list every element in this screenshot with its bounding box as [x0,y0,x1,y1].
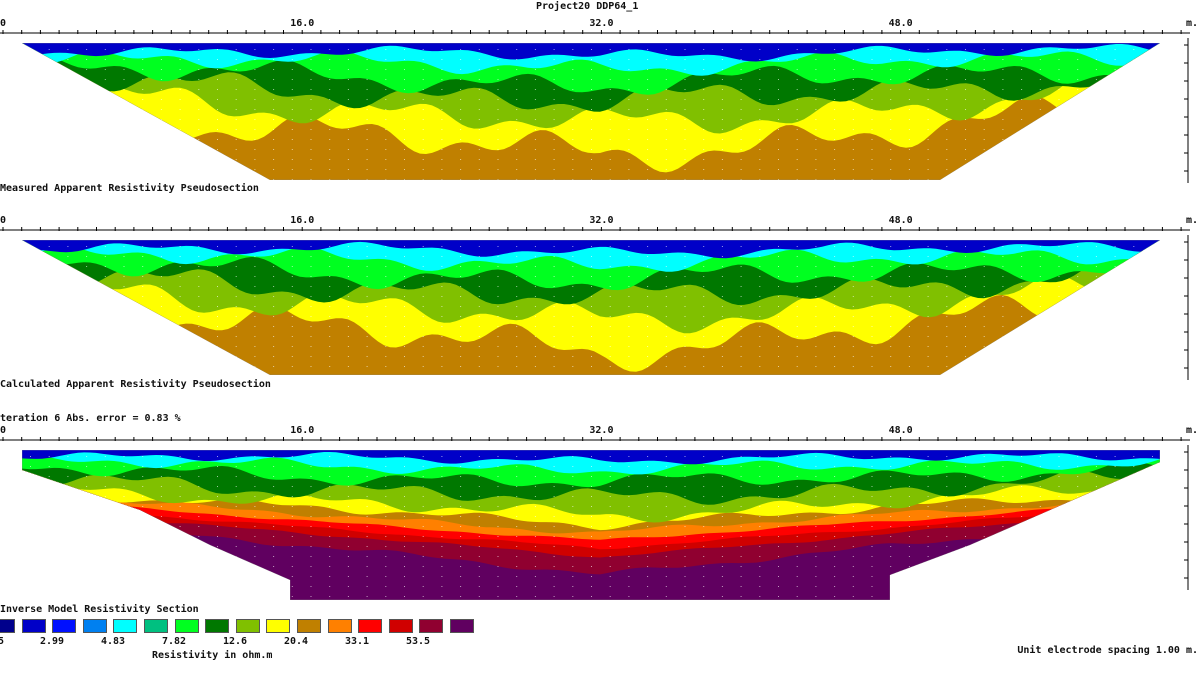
axis-tick-label: 0 [0,425,7,436]
legend-swatch [388,619,413,633]
axis-tick-label: 0 [0,18,7,29]
legend-swatch [266,619,291,633]
measured-section-label: Measured Apparent Resistivity Pseudosect… [0,183,259,194]
resistivity-band [22,43,1160,62]
legend-value: 53.5 [406,636,431,647]
calculated-section-label: Calculated Apparent Resistivity Pseudose… [0,379,271,390]
axis-tick-label: 16.0 [290,18,315,29]
axis-tick-label: 48.0 [888,215,913,226]
resistivity-band [22,240,1160,259]
legend-swatch [0,619,15,633]
legend-swatch [174,619,199,633]
legend-swatch [52,619,77,633]
legend-swatch [144,619,168,633]
axis-tick-label: 16.0 [290,425,315,436]
iteration-error-text: Iteration 6 Abs. error = 0.83 % [0,413,181,424]
legend-value: 33.1 [345,636,370,647]
axis-unit-label: m. [1186,18,1199,29]
axis-tick-label: 0 [0,215,7,226]
axis-tick-label: 48.0 [888,18,913,29]
legend-swatch [450,619,474,633]
legend-swatch [113,619,138,633]
section-1 [22,240,1160,375]
legend-swatch [297,619,321,633]
legend-unit-label: Resistivity in ohm.m [152,650,273,661]
legend-value: 2.99 [40,636,65,647]
section-2 [22,450,1160,600]
legend-value: 7.82 [162,636,187,647]
axis-tick-label: 32.0 [589,18,614,29]
legend-swatch [419,619,444,633]
legend-value: 20.4 [284,636,309,647]
axis-unit-label: m. [1186,425,1199,436]
axis-tick-label: 16.0 [290,215,315,226]
legend-swatch [82,619,107,633]
axis-unit-label: m. [1186,215,1199,226]
legend-value: 5 [0,636,5,647]
inverse-section-label: Inverse Model Resistivity Section [0,604,199,615]
axis-tick-label: 32.0 [589,425,614,436]
legend-value: 12.6 [223,636,248,647]
legend-value: 4.83 [101,636,126,647]
legend-swatch [358,619,383,633]
electrode-spacing-text: Unit electrode spacing 1.00 m. [1017,645,1198,656]
legend-swatch [205,619,230,633]
legend-swatch [21,619,46,633]
axis-tick-label: 48.0 [888,425,913,436]
axis-tick-label: 32.0 [589,215,614,226]
resistivity-band [22,450,1160,465]
legend-swatch [327,619,352,633]
section-0 [22,43,1160,180]
legend-swatch [235,619,260,633]
plot-title: Project20 DDP64_1 [536,1,639,12]
